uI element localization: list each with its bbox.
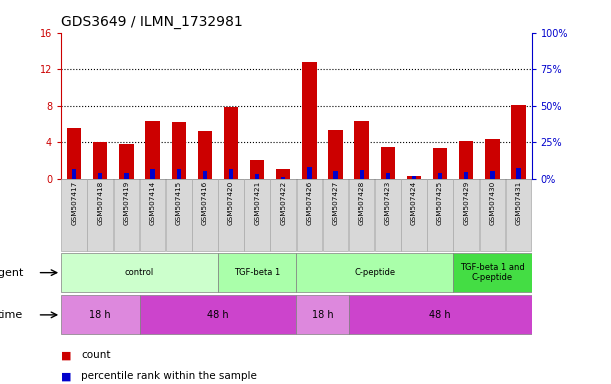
Text: GSM507430: GSM507430	[489, 181, 496, 225]
Bar	[198, 131, 212, 179]
Bar	[281, 177, 285, 179]
Bar	[516, 168, 521, 179]
FancyBboxPatch shape	[453, 179, 479, 251]
Text: GSM507428: GSM507428	[359, 181, 365, 225]
Bar	[407, 176, 421, 179]
FancyBboxPatch shape	[506, 179, 532, 251]
Text: GSM507431: GSM507431	[516, 181, 522, 225]
Bar	[359, 170, 364, 179]
Text: ■: ■	[61, 371, 75, 381]
Bar	[302, 62, 316, 179]
FancyBboxPatch shape	[323, 179, 348, 251]
FancyBboxPatch shape	[140, 179, 166, 251]
Text: GSM507427: GSM507427	[332, 181, 338, 225]
FancyBboxPatch shape	[296, 295, 349, 334]
FancyBboxPatch shape	[271, 179, 296, 251]
Bar	[93, 142, 108, 179]
Bar	[433, 149, 447, 179]
Bar	[67, 128, 81, 179]
Bar	[334, 170, 338, 179]
Bar	[381, 147, 395, 179]
Bar	[224, 108, 238, 179]
Bar	[354, 121, 369, 179]
FancyBboxPatch shape	[192, 179, 218, 251]
Text: GSM507420: GSM507420	[228, 181, 234, 225]
Text: percentile rank within the sample: percentile rank within the sample	[81, 371, 257, 381]
FancyBboxPatch shape	[114, 179, 139, 251]
FancyBboxPatch shape	[401, 179, 426, 251]
Text: GSM507416: GSM507416	[202, 181, 208, 225]
Bar	[459, 141, 474, 179]
Bar	[276, 169, 290, 179]
FancyBboxPatch shape	[375, 179, 401, 251]
Text: TGF-beta 1 and
C-peptide: TGF-beta 1 and C-peptide	[460, 263, 525, 282]
Bar	[172, 122, 186, 179]
FancyBboxPatch shape	[218, 179, 244, 251]
Text: 48 h: 48 h	[430, 310, 451, 320]
Bar	[464, 172, 469, 179]
FancyBboxPatch shape	[87, 179, 113, 251]
FancyBboxPatch shape	[480, 179, 505, 251]
Text: GSM507423: GSM507423	[385, 181, 391, 225]
Text: GSM507418: GSM507418	[97, 181, 103, 225]
Bar	[328, 130, 343, 179]
Text: C-peptide: C-peptide	[354, 268, 395, 277]
Text: 18 h: 18 h	[89, 310, 111, 320]
Bar	[203, 171, 207, 179]
Text: time: time	[0, 310, 23, 320]
Text: GSM507421: GSM507421	[254, 181, 260, 225]
Bar	[255, 174, 259, 179]
Bar	[150, 169, 155, 179]
Bar	[386, 174, 390, 179]
Text: GSM507417: GSM507417	[71, 181, 77, 225]
Text: GSM507419: GSM507419	[123, 181, 130, 225]
Text: ■: ■	[61, 350, 75, 360]
FancyBboxPatch shape	[296, 179, 322, 251]
Text: 18 h: 18 h	[312, 310, 333, 320]
Bar	[490, 170, 494, 179]
FancyBboxPatch shape	[139, 295, 296, 334]
Bar	[485, 139, 500, 179]
FancyBboxPatch shape	[244, 179, 270, 251]
FancyBboxPatch shape	[296, 253, 453, 292]
Bar	[250, 161, 265, 179]
Bar	[307, 167, 312, 179]
Text: count: count	[81, 350, 111, 360]
Bar	[72, 169, 76, 179]
FancyBboxPatch shape	[453, 253, 532, 292]
Bar	[145, 121, 159, 179]
FancyBboxPatch shape	[61, 295, 139, 334]
Bar	[438, 174, 442, 179]
Bar	[124, 173, 128, 179]
Text: GSM507414: GSM507414	[150, 181, 156, 225]
Text: control: control	[125, 268, 154, 277]
Bar	[98, 173, 103, 179]
FancyBboxPatch shape	[349, 295, 532, 334]
FancyBboxPatch shape	[349, 179, 375, 251]
FancyBboxPatch shape	[427, 179, 453, 251]
FancyBboxPatch shape	[166, 179, 191, 251]
Bar	[119, 144, 134, 179]
Text: TGF-beta 1: TGF-beta 1	[234, 268, 280, 277]
Text: GSM507415: GSM507415	[176, 181, 181, 225]
Text: GSM507422: GSM507422	[280, 181, 287, 225]
Bar	[229, 169, 233, 179]
Text: 48 h: 48 h	[207, 310, 229, 320]
Text: GSM507424: GSM507424	[411, 181, 417, 225]
FancyBboxPatch shape	[61, 253, 218, 292]
FancyBboxPatch shape	[218, 253, 296, 292]
Text: GSM507426: GSM507426	[306, 181, 312, 225]
Text: agent: agent	[0, 268, 23, 278]
Bar	[412, 176, 416, 179]
Text: GDS3649 / ILMN_1732981: GDS3649 / ILMN_1732981	[61, 15, 243, 29]
Text: GSM507425: GSM507425	[437, 181, 443, 225]
Text: GSM507429: GSM507429	[463, 181, 469, 225]
Bar	[511, 105, 525, 179]
Bar	[177, 169, 181, 179]
FancyBboxPatch shape	[61, 179, 87, 251]
